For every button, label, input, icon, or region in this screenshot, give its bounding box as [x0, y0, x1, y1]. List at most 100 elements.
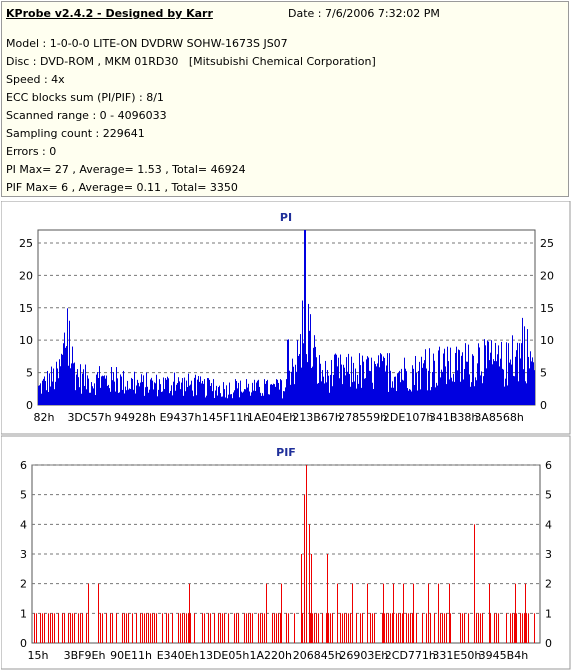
- pi-bar: [199, 381, 200, 405]
- pi-bar: [369, 370, 370, 405]
- pi-bar: [110, 391, 111, 405]
- pi-bar: [416, 372, 417, 405]
- pif-bar: [489, 583, 490, 643]
- pif-bar: [311, 554, 312, 643]
- pi-bar: [190, 384, 191, 405]
- pi-bar: [438, 350, 439, 405]
- pi-bar: [365, 378, 366, 405]
- pif-bar: [68, 613, 69, 643]
- pif-bar: [190, 613, 191, 643]
- pif-bar: [36, 613, 37, 643]
- pif-bar: [220, 613, 221, 643]
- pi-bar: [160, 384, 161, 405]
- pi-bar: [433, 353, 434, 405]
- pi-bar: [202, 380, 203, 405]
- pi-xtick-label: 213B67h: [292, 411, 342, 424]
- pi-bar: [139, 386, 140, 405]
- pi-bar: [326, 382, 327, 405]
- pi-bar: [342, 384, 343, 405]
- pi-bar: [256, 382, 257, 405]
- pi-bar: [227, 398, 228, 405]
- pi-bar: [71, 363, 72, 405]
- pif-bar: [88, 583, 89, 643]
- pi-bar: [515, 356, 516, 405]
- pi-bar: [60, 366, 61, 405]
- pi-bar: [478, 343, 479, 405]
- pi-bar: [461, 355, 462, 405]
- pi-ytick-right-label: 15: [540, 302, 554, 315]
- pi-bar: [189, 385, 190, 405]
- pi-bar: [223, 382, 224, 405]
- pi-bar: [364, 378, 365, 405]
- pi-bar: [214, 398, 215, 405]
- pif-bar: [154, 613, 155, 643]
- pi-bar: [155, 383, 156, 405]
- pi-bar: [517, 342, 518, 405]
- pi-bar: [522, 317, 523, 405]
- pi-bar: [57, 368, 58, 405]
- pif-bar: [434, 613, 435, 643]
- pi-bar: [53, 368, 54, 405]
- pi-ytick-right-label: 5: [540, 367, 547, 380]
- pi-bar: [421, 356, 422, 405]
- pi-ytick-left-label: 25: [19, 237, 33, 250]
- pi-bar: [453, 373, 454, 405]
- pif-bar: [446, 613, 447, 643]
- pif-bar: [450, 613, 451, 643]
- pi-bar: [506, 342, 507, 405]
- pi-bar: [456, 346, 457, 405]
- pi-bar: [444, 348, 445, 405]
- pif-bar: [526, 613, 527, 643]
- pif-bar: [40, 613, 41, 643]
- pif-xtick-label: 26903Eh: [339, 649, 388, 662]
- pi-bar: [490, 352, 491, 405]
- pi-bar: [165, 378, 166, 405]
- pi-bar: [383, 356, 384, 405]
- pif-bar: [512, 613, 513, 643]
- pi-bar: [448, 361, 449, 405]
- pi-bar: [187, 387, 188, 405]
- pi-bar: [440, 377, 441, 405]
- pi-bar: [301, 367, 302, 405]
- pi-bar: [457, 370, 458, 405]
- pif-bar: [496, 613, 497, 643]
- pi-bar: [261, 395, 262, 405]
- pi-bar: [175, 390, 176, 405]
- pi-bar: [107, 385, 108, 405]
- pi-bar: [402, 379, 403, 405]
- pif-bar: [356, 613, 357, 643]
- pi-bar: [268, 394, 269, 405]
- pif-bar: [248, 613, 249, 643]
- pi-bar: [502, 368, 503, 405]
- pi-bar: [81, 393, 82, 405]
- pi-bar: [481, 371, 482, 405]
- pif-bar: [54, 613, 55, 643]
- pi-bar: [76, 374, 77, 405]
- pi-bar: [182, 378, 183, 405]
- pif-bar: [392, 613, 393, 643]
- pi-bar: [400, 382, 401, 405]
- pi-bar: [332, 386, 333, 405]
- pif-bar: [72, 613, 73, 643]
- pi-bar: [118, 392, 119, 405]
- pi-bar: [166, 379, 167, 405]
- pi-bar: [518, 381, 519, 405]
- pi-bar: [479, 347, 480, 405]
- pi-bar: [426, 368, 427, 405]
- pi-bar: [423, 363, 424, 405]
- pi-bar: [149, 389, 150, 405]
- pif-bar: [478, 613, 479, 643]
- pif-bar: [80, 613, 81, 643]
- pif-bar: [58, 613, 59, 643]
- pif-bar: [136, 613, 137, 643]
- pi-bar: [119, 392, 120, 405]
- pi-bar: [280, 379, 281, 405]
- pi-bar: [126, 390, 127, 405]
- pif-xtick-label: 15h: [28, 649, 49, 662]
- pi-bar: [88, 378, 89, 405]
- pi-bar: [92, 386, 93, 405]
- pi-bar: [220, 393, 221, 405]
- pif-bar: [252, 613, 253, 643]
- pi-bar: [386, 365, 387, 405]
- pif-bar: [304, 494, 305, 643]
